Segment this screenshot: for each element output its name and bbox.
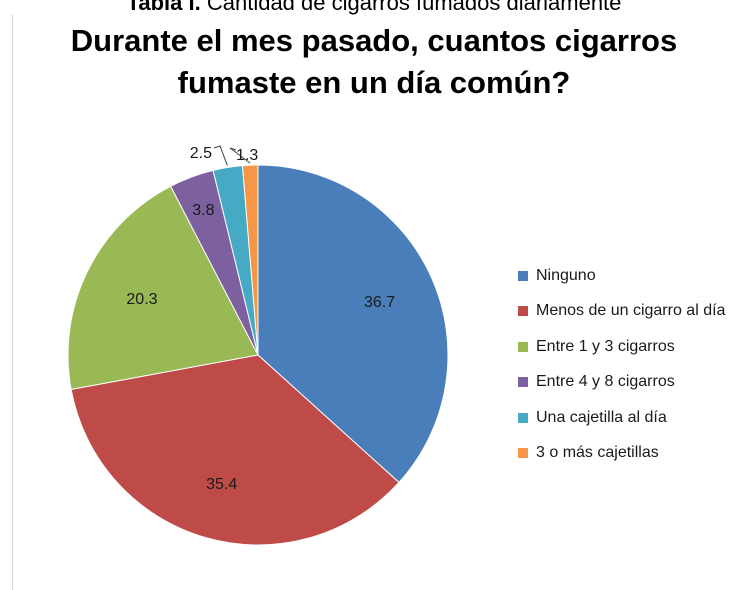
data-label: 3.8 — [192, 202, 214, 219]
legend-item: 3 o más cajetillas — [518, 436, 725, 472]
legend-label: Entre 1 y 3 cigarros — [536, 337, 675, 355]
chart-title: Durante el mes pasado, cuantos cigarros … — [0, 20, 748, 104]
pie-slice — [241, 164, 259, 356]
legend-item: Entre 4 y 8 cigarros — [518, 365, 725, 401]
leader-line — [229, 147, 251, 164]
data-label: 20.3 — [126, 291, 157, 308]
legend-label: Menos de un cigarro al día — [536, 302, 726, 320]
legend-label: Entre 4 y 8 cigarros — [536, 373, 675, 391]
legend-item: Menos de un cigarro al día — [518, 294, 725, 330]
chart-frame — [12, 14, 748, 590]
legend-item: Entre 1 y 3 cigarros — [518, 329, 725, 365]
legend-swatch — [518, 270, 528, 281]
chart-title-line-1: Durante el mes pasado, cuantos cigarros — [70, 23, 678, 58]
pie-slice — [67, 185, 259, 391]
legend-item: Ninguno — [518, 258, 725, 294]
data-label: 2.5 — [190, 145, 212, 162]
caption-label: Tabla I. — [126, 0, 201, 15]
data-label: 35.4 — [206, 476, 237, 493]
chart-title-line-2: fumaste en un día común? — [177, 65, 571, 100]
leader-line — [213, 145, 228, 166]
legend-label: 3 o más cajetillas — [536, 444, 659, 462]
data-label: 1.3 — [236, 147, 258, 164]
legend-item: Una cajetilla al día — [518, 400, 725, 436]
legend-swatch — [518, 448, 528, 459]
legend-swatch — [518, 377, 528, 388]
data-label: 36.7 — [364, 294, 395, 311]
caption-text: Cantidad de cigarros fumados diariamente — [200, 0, 622, 15]
pie-slice — [70, 354, 400, 546]
legend-label: Una cajetilla al día — [536, 408, 667, 426]
legend-swatch — [518, 341, 528, 352]
legend-label: Ninguno — [536, 266, 596, 284]
pie-slice — [257, 164, 449, 484]
figure-caption: Tabla I. Cantidad de cigarros fumados di… — [0, 0, 748, 16]
legend-swatch — [518, 306, 528, 317]
legend-swatch — [518, 412, 528, 423]
chart-legend: Ninguno Menos de un cigarro al día Entre 1… — [518, 258, 725, 471]
